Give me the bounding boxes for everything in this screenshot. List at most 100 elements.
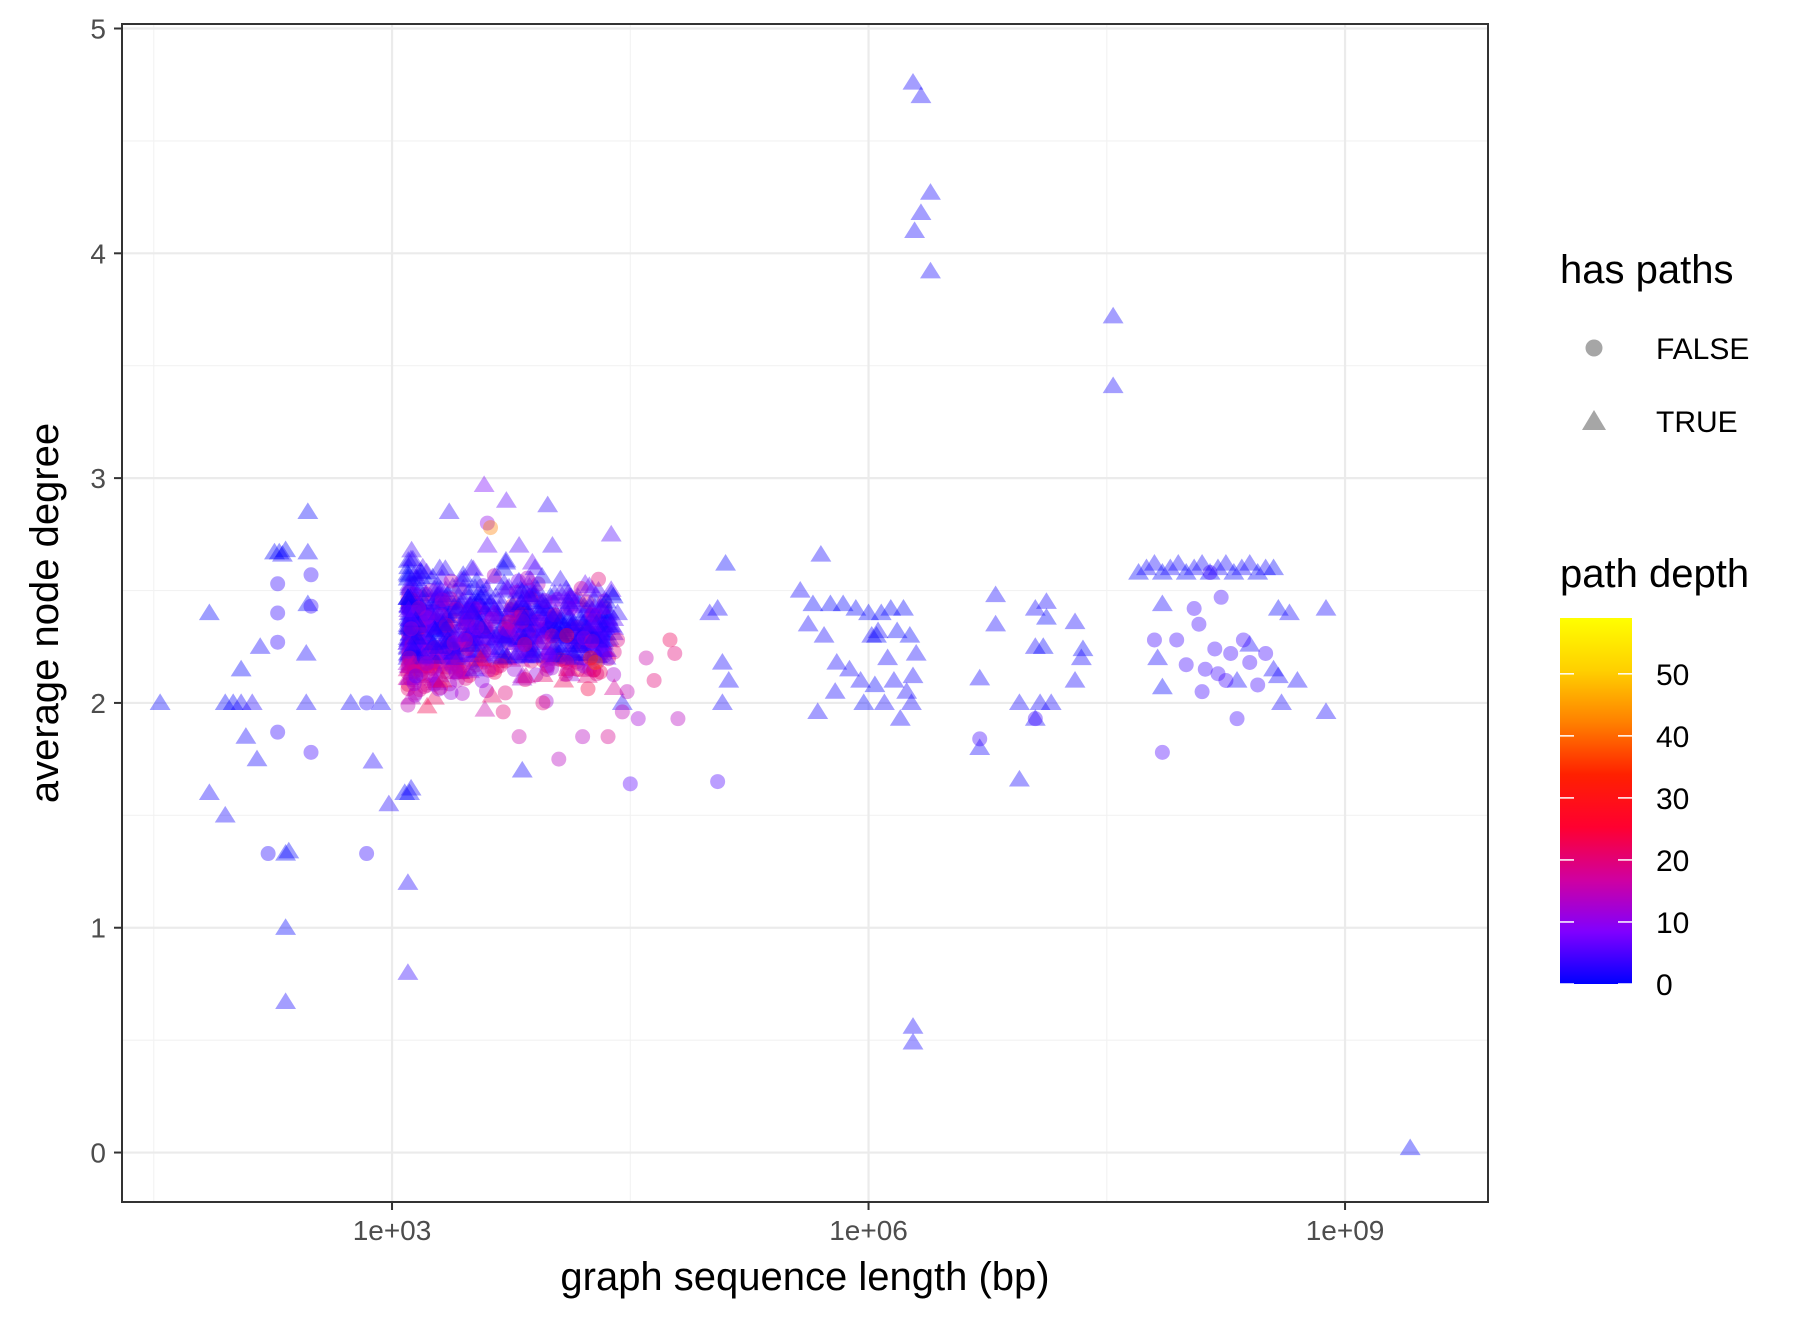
triangle-point — [483, 603, 505, 621]
circle-point — [584, 607, 600, 623]
triangle-point — [406, 640, 428, 658]
triangle-point — [429, 618, 451, 636]
triangle-point — [542, 608, 564, 626]
triangle-point — [445, 601, 467, 619]
triangle-point — [406, 606, 428, 624]
circle-point — [439, 649, 455, 665]
circle-point — [270, 724, 286, 740]
circle-point — [566, 600, 582, 616]
triangle-point — [531, 566, 553, 584]
circle-point — [359, 695, 375, 711]
triangle-point — [592, 615, 614, 633]
circle-point — [400, 697, 416, 713]
triangle-point — [508, 571, 530, 589]
triangle-point — [1024, 709, 1046, 726]
triangle-point — [397, 668, 419, 685]
triangle-point — [397, 588, 419, 605]
triangle-point — [570, 625, 592, 643]
triangle-point — [402, 616, 424, 634]
triangle-point — [545, 645, 567, 663]
circle-point — [444, 623, 460, 639]
triangle-point — [488, 599, 510, 617]
circle-point — [418, 586, 434, 602]
triangle-point — [430, 579, 452, 597]
circle-point — [451, 638, 467, 654]
triangle-point — [1175, 563, 1197, 580]
triangle-point — [397, 588, 419, 605]
circle-point — [419, 650, 435, 666]
triangle-point — [985, 585, 1007, 603]
circle-point — [401, 645, 417, 661]
triangle-point — [402, 619, 424, 636]
circle-point — [463, 653, 479, 669]
circle-point — [455, 658, 471, 674]
triangle-point — [466, 619, 488, 636]
shape-legend-title: has paths — [1560, 248, 1733, 292]
triangle-point — [398, 600, 420, 618]
triangle-point — [511, 593, 532, 611]
circle-point — [445, 652, 461, 668]
triangle-point — [549, 624, 571, 641]
triangle-point — [433, 631, 455, 649]
triangle-point — [461, 629, 482, 646]
triangle-point — [457, 645, 479, 663]
circle-point — [408, 685, 424, 701]
triangle-point — [559, 594, 580, 611]
circle-point — [638, 650, 654, 666]
triangle-point — [467, 641, 489, 658]
triangle-point — [400, 549, 422, 567]
triangle-point — [572, 635, 594, 652]
y-tick-label: 2 — [90, 688, 106, 719]
circle-point — [538, 693, 554, 709]
triangle-point — [413, 609, 435, 627]
circle-point — [449, 672, 465, 688]
triangle-point — [542, 607, 564, 625]
circle-point — [1146, 632, 1162, 648]
circle-point — [1210, 666, 1226, 682]
triangle-point — [535, 621, 557, 638]
triangle-point — [491, 616, 513, 634]
triangle-point — [920, 183, 941, 200]
circle-point — [520, 643, 536, 659]
triangle-point — [493, 559, 515, 576]
triangle-point — [403, 591, 425, 609]
triangle-point — [446, 627, 468, 644]
circle-point — [521, 582, 537, 598]
triangle-point — [465, 629, 487, 647]
triangle-point — [519, 587, 540, 605]
triangle-point — [534, 624, 555, 642]
triangle-point — [579, 619, 601, 636]
triangle-point — [574, 643, 596, 661]
triangle-point — [414, 609, 436, 626]
circle-point — [467, 626, 483, 642]
triangle-point — [409, 635, 430, 652]
circle-point — [587, 654, 603, 670]
triangle-point — [427, 651, 449, 669]
circle-point — [400, 659, 416, 675]
triangle-point — [494, 626, 516, 644]
triangle-point — [444, 651, 466, 669]
triangle-point — [454, 625, 476, 643]
triangle-point — [295, 693, 317, 711]
colorbar-tick-label: 50 — [1656, 659, 1689, 692]
triangle-point — [419, 630, 441, 648]
triangle-point — [397, 648, 419, 665]
circle-point — [419, 677, 435, 693]
triangle-point — [607, 603, 629, 621]
triangle-point — [515, 666, 537, 684]
triangle-point — [548, 643, 570, 661]
triangle-point — [511, 590, 533, 607]
triangle-point — [532, 596, 554, 614]
triangle-point — [423, 608, 444, 626]
triangle-point — [431, 568, 453, 586]
triangle-point — [397, 653, 419, 671]
triangle-point — [807, 702, 829, 720]
triangle-point — [549, 624, 571, 642]
circle-point — [1229, 711, 1245, 727]
triangle-point — [411, 666, 433, 684]
triangle-point — [418, 628, 439, 646]
circle-point — [455, 664, 471, 680]
triangle-point — [593, 595, 614, 612]
circle-point — [432, 680, 448, 696]
triangle-point — [595, 648, 617, 665]
